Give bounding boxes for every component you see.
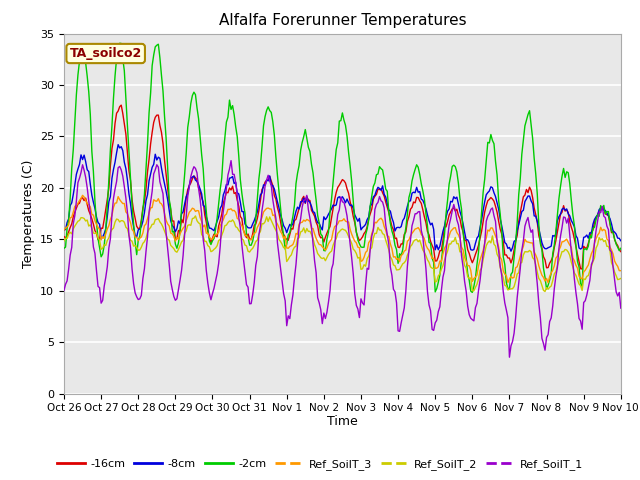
Y-axis label: Temperatures (C): Temperatures (C)	[22, 159, 35, 268]
Text: TA_soilco2: TA_soilco2	[70, 47, 142, 60]
Title: Alfalfa Forerunner Temperatures: Alfalfa Forerunner Temperatures	[219, 13, 466, 28]
Legend: -16cm, -8cm, -2cm, Ref_SoilT_3, Ref_SoilT_2, Ref_SoilT_1: -16cm, -8cm, -2cm, Ref_SoilT_3, Ref_Soil…	[52, 455, 588, 474]
X-axis label: Time: Time	[327, 415, 358, 428]
